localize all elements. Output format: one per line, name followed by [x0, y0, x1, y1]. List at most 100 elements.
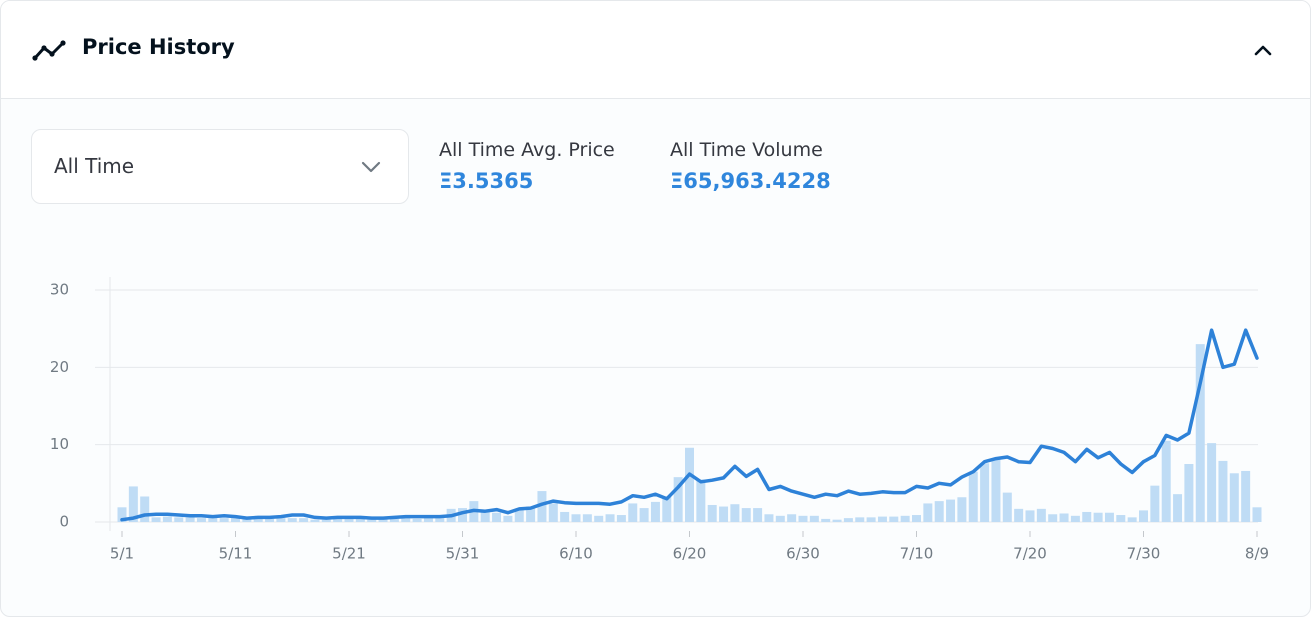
- volume-bar: [1173, 494, 1183, 522]
- volume-bar: [253, 518, 263, 522]
- volume-bar: [423, 518, 433, 522]
- volume-bar: [458, 508, 467, 522]
- y-tick-label: 20: [50, 358, 69, 376]
- volume-bar: [1025, 510, 1035, 522]
- volume-bar: [151, 517, 161, 522]
- volume-bar: [344, 518, 354, 522]
- volume-bar: [1207, 443, 1217, 522]
- panel-title: Price History: [82, 35, 235, 59]
- volume-bar: [1082, 511, 1092, 522]
- volume-bar: [787, 514, 797, 522]
- volume-bar: [582, 514, 592, 522]
- volume-bar: [1127, 517, 1137, 522]
- collapse-chevron[interactable]: [1253, 43, 1273, 57]
- volume-bar: [900, 515, 910, 522]
- x-tick-label: 5/21: [332, 545, 366, 563]
- volume-bar: [753, 508, 763, 522]
- volume-bar: [265, 518, 275, 522]
- volume-bar: [378, 518, 388, 522]
- chart-icon: [32, 40, 66, 61]
- x-tick-label: 7/30: [1127, 545, 1161, 563]
- stat-label: All Time Volume: [670, 139, 823, 161]
- volume-bar: [219, 518, 229, 522]
- volume-bar: [196, 518, 206, 522]
- volume-bar: [991, 458, 1001, 522]
- volume-bar: [1161, 440, 1171, 522]
- volume-bar: [809, 515, 819, 522]
- volume-bar: [174, 517, 184, 522]
- volume-bar: [650, 501, 660, 522]
- y-tick-label: 30: [50, 281, 69, 299]
- volume-bar: [231, 518, 240, 522]
- volume-bar: [1241, 470, 1251, 522]
- volume-bar: [1184, 464, 1194, 522]
- panel-header[interactable]: Price History: [1, 1, 1310, 99]
- volume-bar: [889, 516, 899, 522]
- volume-bar: [594, 515, 604, 522]
- volume-bar: [730, 504, 740, 522]
- volume-bar: [548, 503, 558, 522]
- volume-bar: [980, 463, 990, 522]
- volume-bar: [412, 518, 422, 522]
- volume-bar: [662, 496, 672, 522]
- volume-bar: [162, 516, 172, 522]
- x-tick-label: 5/1: [110, 545, 134, 563]
- volume-bar: [957, 497, 967, 522]
- volume-bar: [1195, 344, 1205, 522]
- volume-bar: [242, 518, 252, 522]
- volume-bar: [492, 512, 502, 522]
- volume-bar: [923, 503, 933, 522]
- volume-bar: [673, 477, 683, 522]
- volume-bar: [571, 514, 581, 522]
- volume-bar: [117, 507, 127, 522]
- volume-bar: [276, 518, 286, 522]
- x-tick-label: 6/10: [559, 545, 593, 563]
- volume-bar: [1229, 473, 1239, 522]
- volume-bar: [639, 508, 649, 522]
- volume-bar: [775, 515, 785, 522]
- volume-bar: [321, 519, 331, 522]
- volume-bar: [310, 519, 320, 522]
- volume-bar: [798, 515, 808, 522]
- volume-bar: [968, 471, 978, 522]
- volume-bar: [1093, 512, 1103, 522]
- volume-bar: [821, 518, 831, 522]
- time-range-dropdown[interactable]: All Time: [31, 129, 409, 204]
- volume-bar: [355, 518, 365, 522]
- x-tick-label: 7/20: [1013, 545, 1047, 563]
- y-tick-label: 10: [50, 435, 69, 453]
- volume-bar: [764, 514, 774, 522]
- volume-bar: [843, 518, 853, 522]
- stat-label: All Time Avg. Price: [439, 139, 615, 161]
- volume-bar: [526, 506, 536, 522]
- volume-bar: [435, 518, 445, 522]
- volume-bar: [696, 479, 706, 522]
- volume-bar: [128, 486, 138, 522]
- x-tick-label: 8/9: [1245, 545, 1269, 563]
- stat-value: Ξ3.5365: [439, 169, 534, 193]
- volume-bar: [480, 511, 490, 522]
- volume-bar: [503, 515, 513, 522]
- x-tick-label: 7/10: [900, 545, 934, 563]
- volume-bar: [719, 506, 729, 522]
- volume-bar: [185, 517, 195, 522]
- x-tick-label: 5/11: [219, 545, 253, 563]
- volume-bar: [1150, 485, 1160, 522]
- volume-bar: [1048, 514, 1058, 522]
- volume-bar: [741, 508, 751, 522]
- volume-bar: [628, 503, 638, 522]
- y-tick-label: 0: [59, 513, 69, 531]
- dropdown-value: All Time: [54, 154, 135, 178]
- dropdown-chevron: [361, 161, 381, 173]
- volume-bar: [560, 511, 570, 522]
- volume-bar: [1070, 515, 1080, 522]
- volume-bar: [208, 517, 218, 522]
- volume-bar: [1139, 510, 1148, 522]
- volume-bar: [1036, 508, 1046, 522]
- stat-value: Ξ65,963.4228: [670, 169, 831, 193]
- volume-bar: [514, 509, 524, 522]
- volume-bar: [912, 515, 921, 522]
- volume-bar: [877, 516, 887, 522]
- volume-bar: [140, 496, 150, 522]
